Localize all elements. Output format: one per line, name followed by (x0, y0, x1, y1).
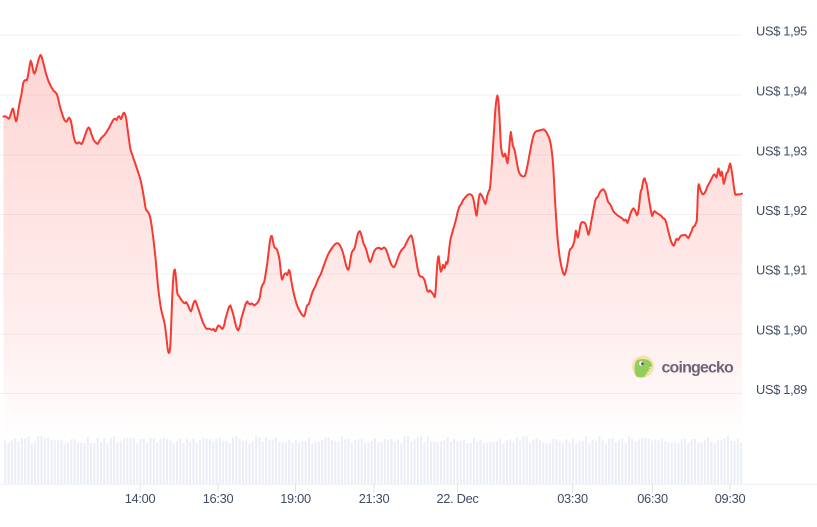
svg-text:19:00: 19:00 (280, 491, 311, 506)
svg-text:21:30: 21:30 (359, 491, 390, 506)
svg-text:03:30: 03:30 (557, 491, 588, 506)
svg-text:US$ 1,90: US$ 1,90 (756, 322, 807, 337)
svg-text:coingecko: coingecko (662, 360, 735, 377)
svg-text:22. Dec: 22. Dec (436, 491, 479, 506)
svg-text:US$ 1,89: US$ 1,89 (756, 382, 807, 397)
svg-text:US$ 1,92: US$ 1,92 (756, 203, 807, 218)
svg-text:16:30: 16:30 (203, 491, 234, 506)
svg-text:US$ 1,93: US$ 1,93 (756, 143, 807, 158)
svg-text:14:00: 14:00 (125, 491, 156, 506)
svg-text:US$ 1,91: US$ 1,91 (756, 262, 807, 277)
svg-text:US$ 1,94: US$ 1,94 (756, 83, 807, 98)
svg-text:09:30: 09:30 (715, 491, 746, 506)
svg-text:US$ 1,95: US$ 1,95 (756, 23, 807, 38)
svg-text:06:30: 06:30 (637, 491, 668, 506)
